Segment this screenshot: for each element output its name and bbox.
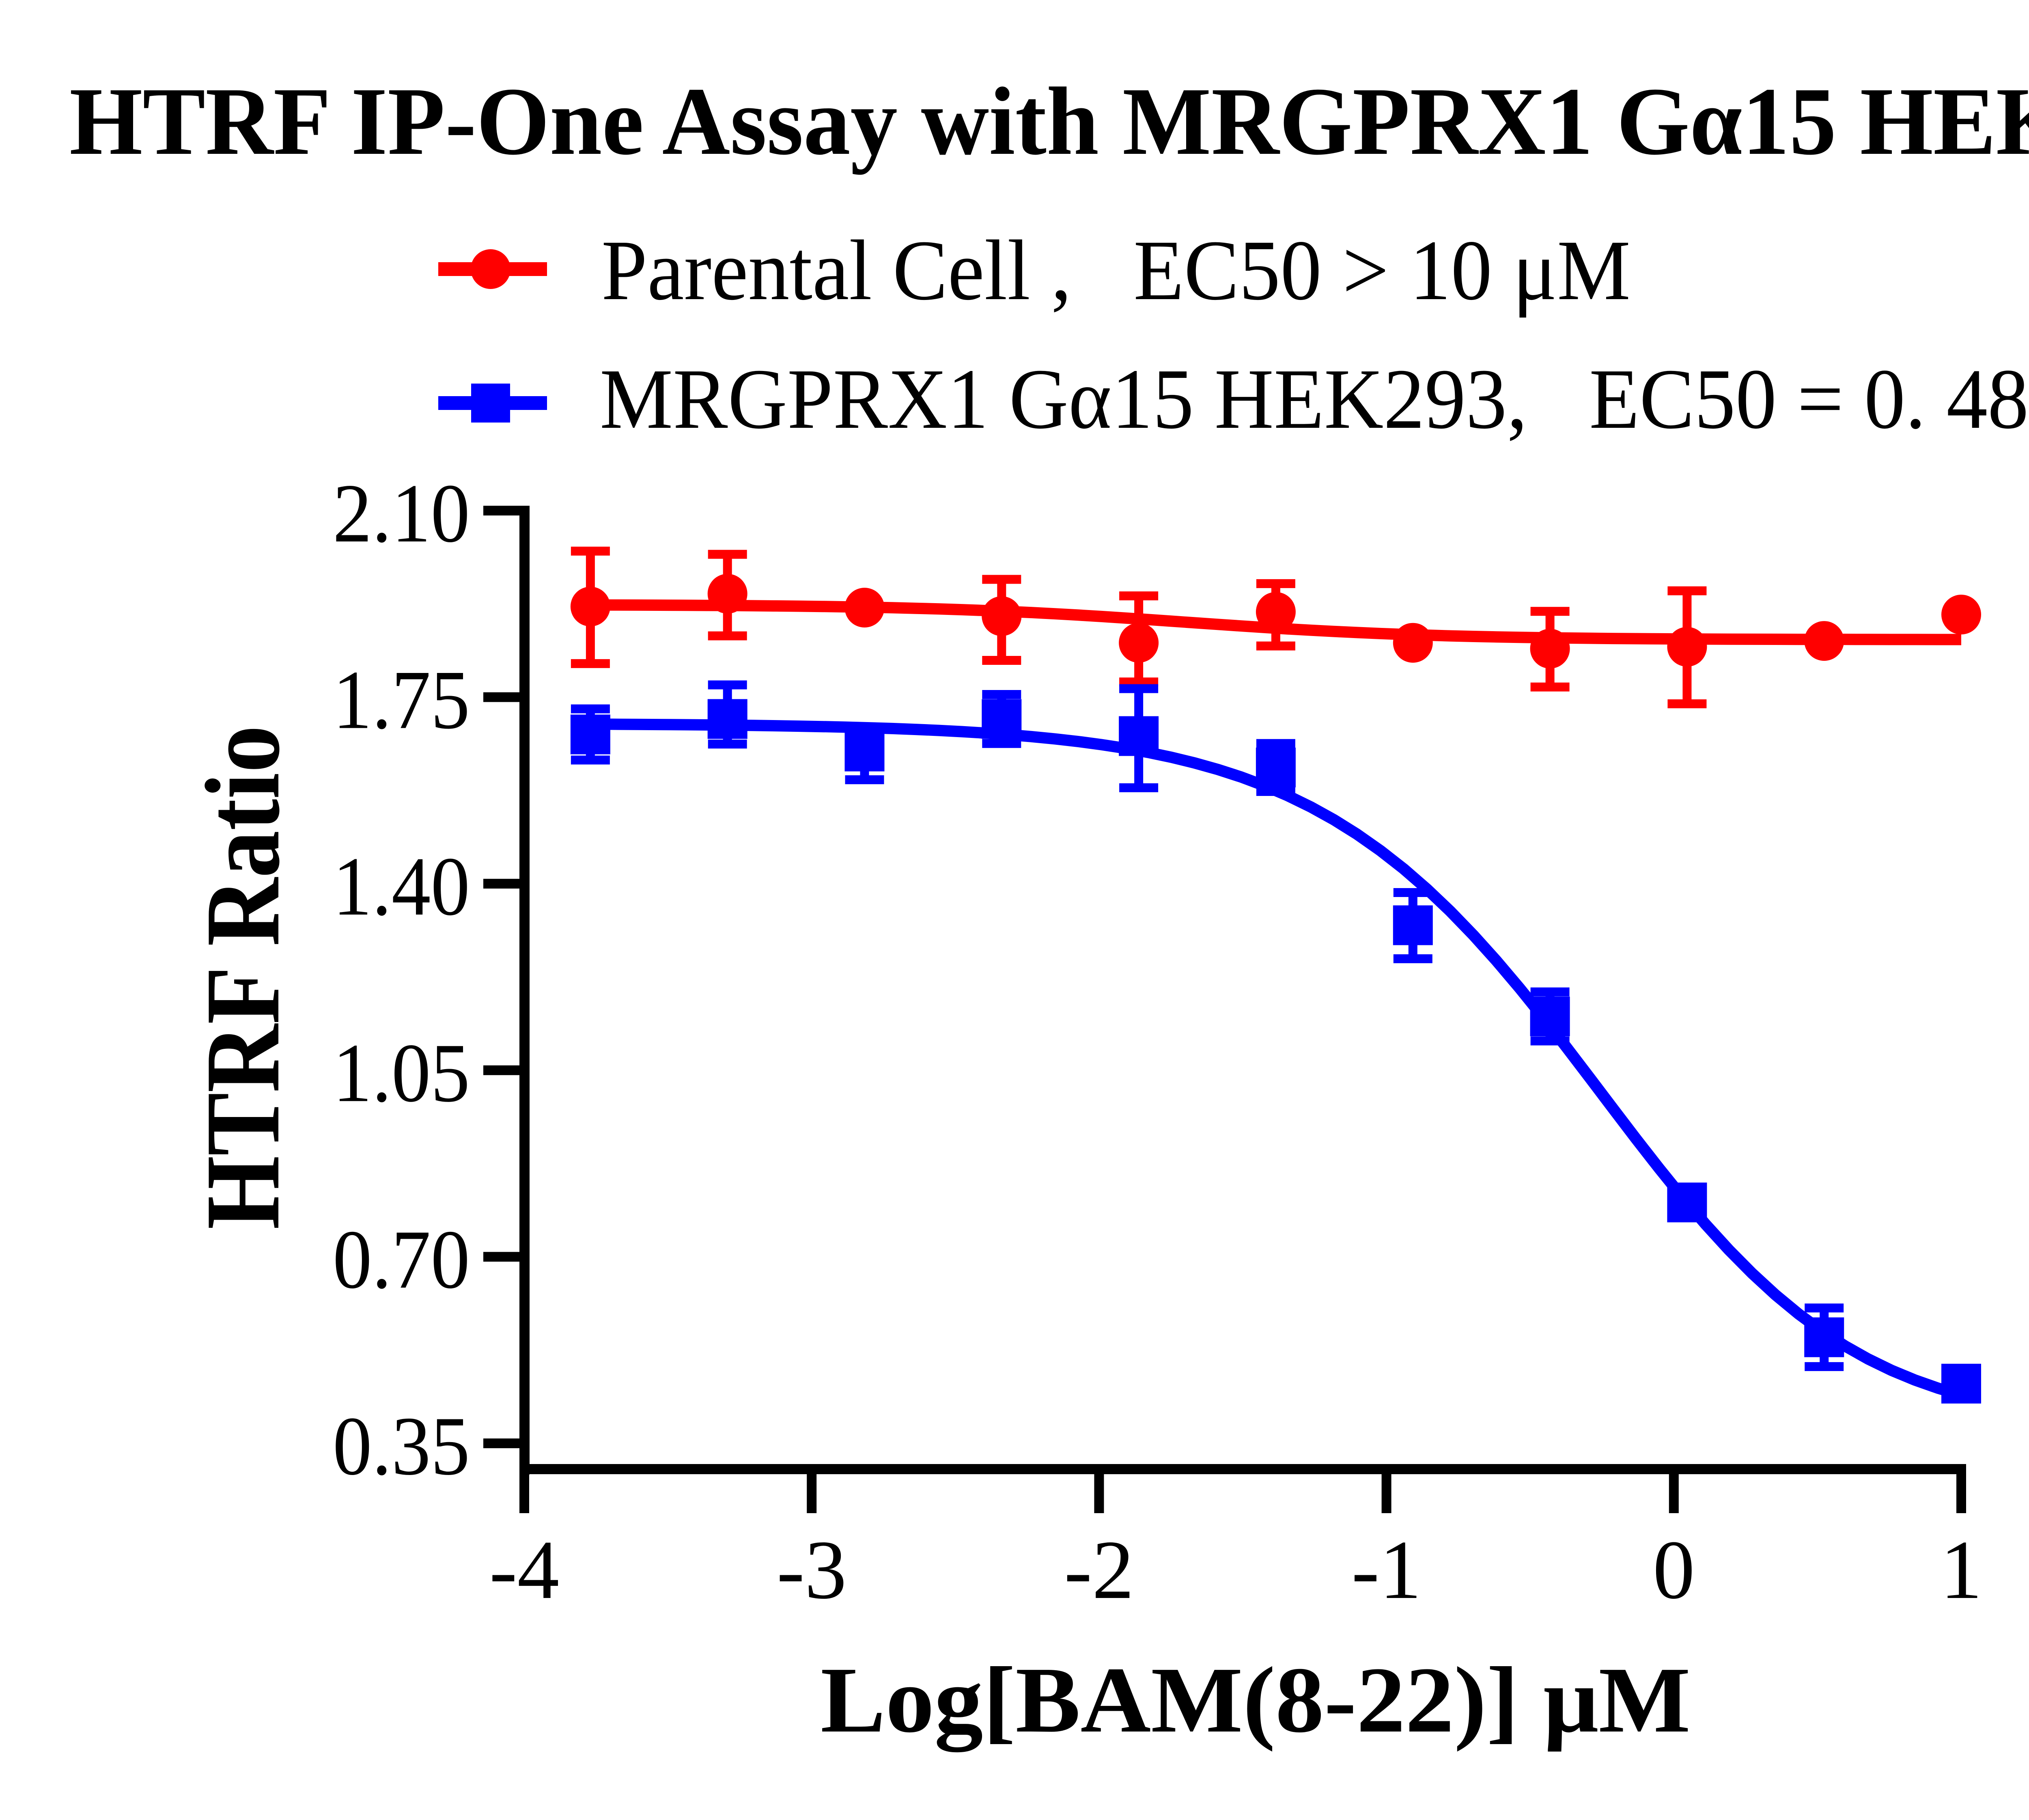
svg-text:-2: -2 (1064, 1523, 1134, 1616)
svg-text:-4: -4 (489, 1523, 559, 1616)
svg-text:2.10: 2.10 (333, 467, 470, 560)
svg-text:MRGPRX1 Gα15 HEK293, EC50 =: MRGPRX1 Gα15 HEK293, EC50 = 0. 48 μM (600, 351, 2029, 446)
svg-text:HTRF Ratio: HTRF Ratio (184, 725, 302, 1229)
svg-text:-1: -1 (1351, 1523, 1421, 1616)
svg-text:1.75: 1.75 (333, 653, 470, 746)
svg-text:Log[BAM(8-22)] μM: Log[BAM(8-22)] μM (821, 1648, 1691, 1752)
svg-text:1.05: 1.05 (333, 1026, 470, 1119)
svg-text:0.70: 0.70 (333, 1213, 470, 1306)
svg-text:0: 0 (1653, 1523, 1695, 1616)
svg-text:-3: -3 (777, 1523, 846, 1616)
svg-text:HTRF IP-One Assay with MRGPRX1: HTRF IP-One Assay with MRGPRX1 Gα15 HEK2… (69, 67, 2029, 175)
svg-text:Parental Cell , EC50 > 10 μM: Parental Cell , EC50 > 10 μM (601, 222, 1631, 318)
svg-text:1: 1 (1940, 1523, 1982, 1616)
svg-text:0.35: 0.35 (333, 1400, 470, 1492)
svg-text:1.40: 1.40 (333, 840, 470, 933)
